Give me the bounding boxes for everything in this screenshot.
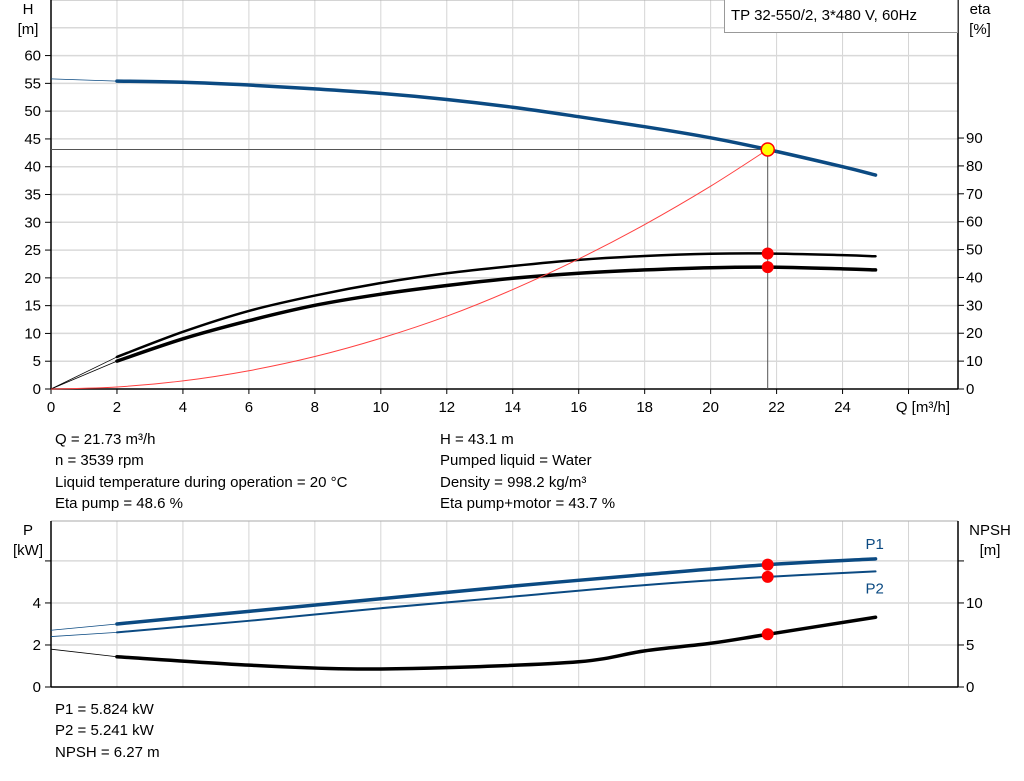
series-label-P1: P1 — [866, 536, 884, 553]
info-q: Q = 21.73 m³/h — [55, 431, 156, 448]
y-right-tick-label: 5 — [966, 637, 974, 654]
x-tick-label: 10 — [372, 399, 389, 416]
y-right-tick-label: 50 — [966, 242, 983, 259]
y-right-axis-label: NPSH — [969, 522, 1011, 539]
duty-point-eta-pump-marker — [761, 247, 774, 260]
y-left-tick-label: 35 — [24, 187, 41, 204]
y-left-tick-label: 0 — [33, 679, 41, 696]
y-left-tick-label: 60 — [24, 48, 41, 65]
series-line-eta_pump_motor-extrapolated — [50, 360, 118, 390]
info-liquid-temperature: Liquid temperature during operation = 20… — [55, 474, 348, 491]
y-right-tick-label: 10 — [966, 595, 983, 612]
y-right-tick-label: 10 — [966, 353, 983, 370]
info-npsh: NPSH = 6.27 m — [55, 744, 160, 761]
x-tick-label: 12 — [438, 399, 455, 416]
y-left-tick-label: 40 — [24, 159, 41, 176]
y-right-tick-label: 0 — [966, 679, 974, 696]
series-line-head — [115, 79, 878, 177]
chart-title-box — [724, 0, 958, 33]
y-right-tick-label: 60 — [966, 214, 983, 231]
y-left-tick-label: 25 — [24, 242, 41, 259]
y-left-tick-label: 20 — [24, 270, 41, 287]
x-tick-label: 22 — [768, 399, 785, 416]
x-tick-label: 6 — [245, 399, 253, 416]
y-right-tick-label: 90 — [966, 130, 983, 147]
y-left-axis-label: [m] — [18, 21, 39, 38]
x-tick-label: 0 — [47, 399, 55, 416]
y-left-tick-label: 2 — [33, 637, 41, 654]
x-tick-label: 20 — [702, 399, 719, 416]
info-pumped-liquid: Pumped liquid = Water — [440, 452, 592, 469]
series-line-system-curve — [50, 149, 768, 390]
y-left-axis-label: H — [23, 1, 34, 18]
x-axis-label: Q [m³/h] — [896, 399, 950, 416]
y-right-tick-label: 20 — [966, 325, 983, 342]
y-right-tick-label: 70 — [966, 186, 983, 203]
y-left-tick-label: 50 — [24, 103, 41, 120]
info-eta-pump: Eta pump = 48.6 % — [55, 495, 183, 512]
y-left-tick-label: 4 — [33, 595, 41, 612]
info-p2: P2 = 5.241 kW — [55, 722, 154, 739]
duty-point-marker — [760, 142, 775, 157]
y-right-tick-label: 80 — [966, 158, 983, 175]
y-left-tick-label: 45 — [24, 131, 41, 148]
x-tick-label: 2 — [113, 399, 121, 416]
x-tick-label: 24 — [834, 399, 851, 416]
series-line-head-extrapolated — [50, 78, 117, 82]
series-line-P2 — [115, 570, 877, 634]
series-line-eta_pump_motor — [115, 265, 878, 363]
duty-point-p2-marker — [761, 570, 774, 583]
duty-point-p1-marker — [761, 558, 774, 571]
x-tick-label: 14 — [504, 399, 521, 416]
y-left-tick-label: 15 — [24, 298, 41, 315]
info-h: H = 43.1 m — [440, 431, 514, 448]
info-density: Density = 998.2 kg/m³ — [440, 474, 587, 491]
y-left-tick-label: 55 — [24, 75, 41, 92]
x-tick-label: 8 — [311, 399, 319, 416]
x-tick-label: 4 — [179, 399, 187, 416]
series-label-P2: P2 — [866, 580, 884, 597]
series-line-eta_pump-extrapolated — [50, 356, 118, 390]
info-speed: n = 3539 rpm — [55, 452, 144, 469]
series-line-NPSH — [115, 615, 878, 671]
y-right-tick-label: 40 — [966, 269, 983, 286]
duty-point-npsh-marker — [761, 628, 774, 641]
y-left-tick-label: 10 — [24, 325, 41, 342]
y-left-tick-label: 0 — [33, 381, 41, 398]
x-tick-label: 16 — [570, 399, 587, 416]
y-left-axis-label: [kW] — [13, 542, 43, 559]
series-line-P2-extrapolated — [50, 631, 117, 637]
y-left-tick-label: 5 — [33, 353, 41, 370]
series-line-P1-extrapolated — [50, 623, 118, 631]
y-right-tick-label: 30 — [966, 297, 983, 314]
y-right-axis-label: eta — [970, 1, 992, 18]
chart-title: TP 32-550/2, 3*480 V, 60Hz — [731, 7, 917, 24]
info-p1: P1 = 5.824 kW — [55, 701, 154, 718]
series-line-P1 — [115, 557, 878, 626]
y-right-tick-label: 0 — [966, 381, 974, 398]
y-right-axis-label: [%] — [969, 21, 991, 38]
duty-point-eta-pump-motor-marker — [761, 261, 774, 274]
info-eta-pump-motor: Eta pump+motor = 43.7 % — [440, 495, 616, 512]
y-left-axis-label: P — [23, 522, 33, 539]
y-right-axis-label: [m] — [980, 542, 1001, 559]
x-tick-label: 18 — [636, 399, 653, 416]
series-line-NPSH-extrapolated — [50, 648, 118, 658]
y-left-tick-label: 30 — [24, 214, 41, 231]
